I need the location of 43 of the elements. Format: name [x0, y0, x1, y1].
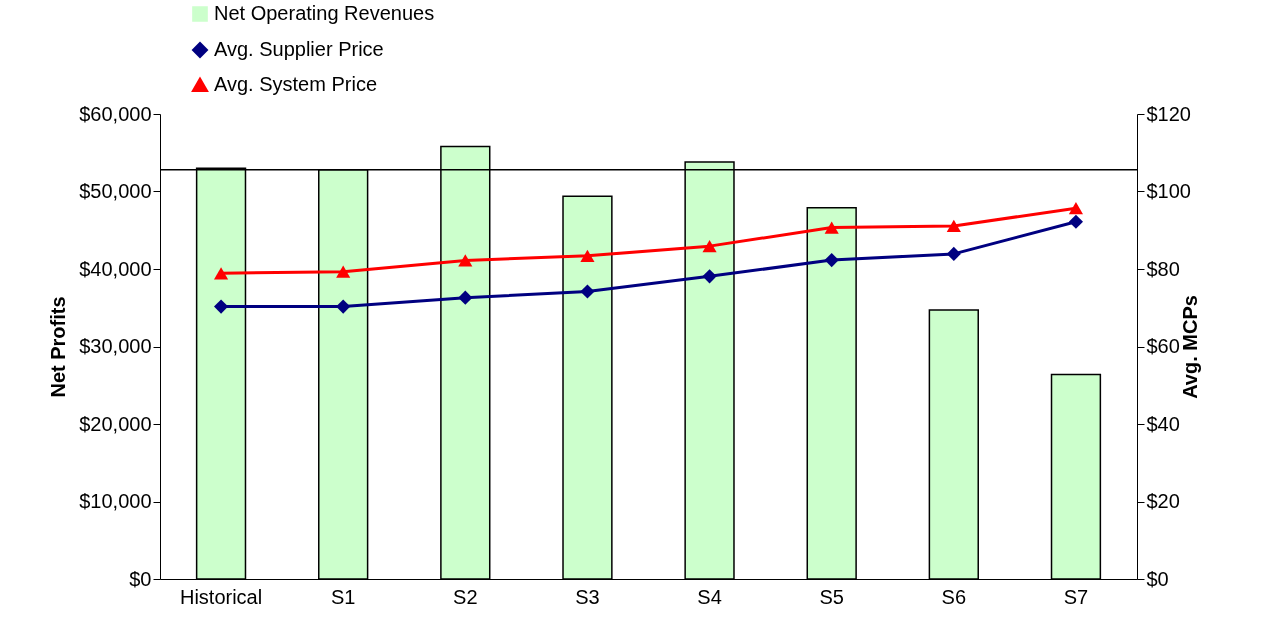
legend-label: Net Operating Revenues — [214, 2, 435, 24]
point — [458, 290, 473, 305]
y2-tick-label: $40 — [1146, 412, 1180, 435]
legend-label: Avg. System Price — [214, 73, 378, 95]
point — [946, 219, 961, 233]
y2-tick-label: $100 — [1146, 180, 1191, 202]
x-tick-label: S5 — [819, 585, 844, 608]
y-tick-label: $60,000 — [79, 102, 152, 125]
y-tick-label: $0 — [129, 567, 152, 590]
point — [336, 265, 351, 278]
point — [336, 299, 351, 314]
x-tick-label: Historical — [179, 585, 263, 608]
point — [824, 221, 839, 234]
point — [1068, 202, 1084, 215]
x-tick-label: S4 — [697, 585, 722, 608]
x-tick-label: S1 — [330, 585, 356, 608]
y2-tick-label: $80 — [1146, 257, 1180, 280]
legend-label: Avg. Supplier Price — [214, 38, 384, 60]
y2-tick-label: $20 — [1146, 490, 1180, 512]
point — [580, 249, 595, 262]
y-tick-label: $10,000 — [79, 490, 152, 512]
y2-axis-title: Avg. MCPs — [1178, 295, 1201, 399]
x-tick-label: S7 — [1063, 585, 1089, 608]
point — [824, 253, 839, 268]
point — [946, 246, 961, 261]
point — [458, 254, 473, 267]
y-tick-label: $40,000 — [79, 257, 152, 280]
point — [213, 299, 229, 314]
y-tick-label: $20,000 — [79, 412, 152, 435]
x-tick-label: S2 — [453, 585, 478, 608]
x-tick-label: S6 — [941, 585, 967, 608]
y2-tick-label: $60 — [1146, 335, 1180, 357]
y-axis-title: Net Profits — [47, 296, 70, 398]
point — [1068, 214, 1084, 229]
point — [580, 284, 595, 299]
x-tick-label: S3 — [575, 585, 600, 608]
point — [702, 240, 717, 253]
y-tick-label: $50,000 — [79, 180, 152, 202]
point — [213, 267, 229, 280]
y-tick-label: $30,000 — [79, 335, 152, 357]
y2-tick-label: $0 — [1146, 567, 1169, 590]
y2-tick-label: $120 — [1146, 102, 1191, 125]
point — [702, 269, 717, 284]
